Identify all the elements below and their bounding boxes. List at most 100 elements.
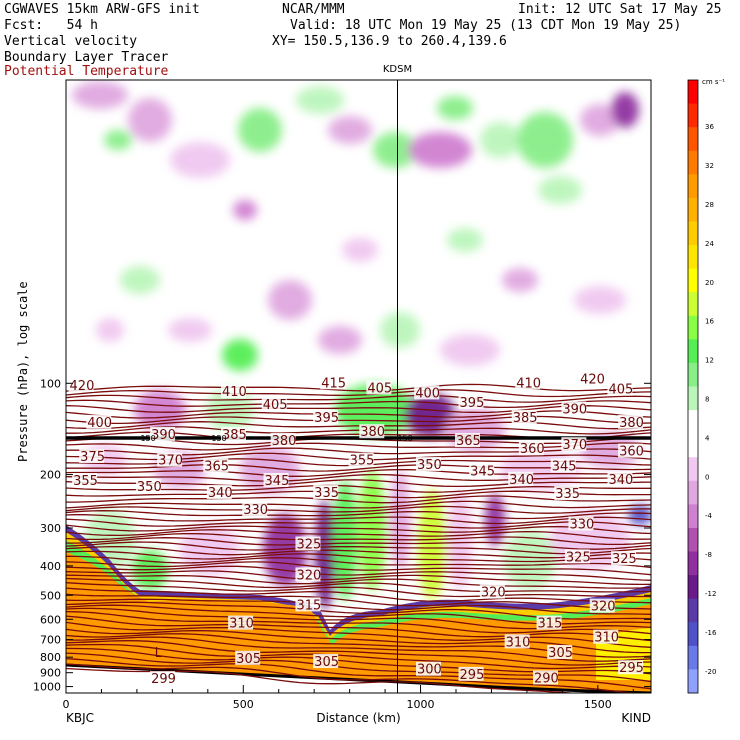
- isentrope: [66, 593, 651, 610]
- isentrope-label: 370: [158, 454, 183, 469]
- colorbar-swatch: [688, 80, 698, 105]
- isentrope: [66, 415, 651, 425]
- colorbar-label: -8: [705, 551, 712, 559]
- colorbar-label: -12: [705, 590, 716, 598]
- y-tick-label: 800: [40, 651, 61, 664]
- y-tick-label: 500: [40, 589, 61, 602]
- isentrope-label: 315: [296, 598, 321, 613]
- isentrope: [66, 514, 651, 525]
- colorbar-frame: [687, 79, 699, 694]
- x-axis-label: Distance (km): [316, 711, 400, 725]
- isentrope-label: 305: [236, 652, 261, 667]
- header-line2-left: Fcst: 54 h: [4, 18, 98, 33]
- isentrope-label: 385: [222, 428, 247, 443]
- colorbar-label: 32: [705, 162, 714, 170]
- isentrope-label: 400: [415, 386, 440, 401]
- isentrope-label: 400: [87, 416, 112, 431]
- isentrope-label: 295: [460, 668, 485, 683]
- colorbar-label: 24: [705, 240, 714, 248]
- isentrope: [66, 615, 651, 642]
- header-line2-right: Valid: 18 UTC Mon 19 May 25 (13 CDT Mon …: [290, 18, 682, 33]
- isentrope-label: 380: [272, 434, 297, 449]
- y-tick-label: 700: [40, 634, 61, 647]
- isentrope: [66, 505, 651, 514]
- isentrope: [66, 561, 651, 576]
- isentrope-label: 380: [360, 425, 385, 440]
- x-endpoint-right: KIND: [621, 711, 651, 725]
- colorbar-swatch: [688, 245, 698, 270]
- isentrope-label: 420: [580, 372, 605, 387]
- isentrope-label: 330: [569, 517, 594, 532]
- colorbar-label: 4: [705, 434, 710, 442]
- isentrope-label: 360: [619, 445, 644, 460]
- isentrope-label: 390: [151, 428, 176, 443]
- isentrope-label: 315: [538, 617, 563, 632]
- isentrope-label: 375: [80, 450, 105, 465]
- colorbar-swatch: [688, 103, 698, 128]
- isentrope-label: 310: [594, 631, 619, 646]
- isentrope-label: 295: [619, 661, 644, 676]
- isentrope-label: 365: [204, 459, 229, 474]
- station-marker-label: KDSM: [383, 64, 412, 75]
- colorbar-label: 16: [705, 318, 714, 326]
- isentrope-label: 300: [417, 663, 442, 678]
- header-line3-right: XY= 150.5,136.9 to 260.4,139.6: [272, 34, 507, 49]
- isentrope-label: 390: [562, 402, 587, 417]
- isentrope-label: 325: [566, 550, 591, 565]
- isentrope: [66, 529, 651, 540]
- isentrope-label: 395: [314, 411, 339, 426]
- isentrope-label: 310: [229, 617, 254, 632]
- isentrope-label: 405: [367, 381, 392, 396]
- isentrope: [66, 510, 651, 520]
- isentrope-label: 345: [265, 474, 290, 489]
- colorbar-label: 8: [705, 395, 709, 403]
- isentrope-label: 415: [321, 376, 346, 391]
- isentrope-label: 340: [608, 473, 633, 488]
- low-marker: L: [155, 646, 163, 661]
- colorbar-swatch: [688, 362, 698, 387]
- isentrope: [66, 479, 651, 488]
- x-tick-label: 1000: [407, 698, 435, 711]
- colorbar-swatch: [688, 221, 698, 246]
- isentrope-label: 420: [70, 379, 95, 394]
- colorbar-label: 12: [705, 357, 714, 365]
- isentrope-label: 410: [222, 385, 247, 400]
- isentrope: [66, 518, 651, 529]
- isentrope: [66, 582, 651, 598]
- isentrope-label: 410: [516, 376, 541, 391]
- x-tick-label: 0: [63, 698, 70, 711]
- isentrope-label: 325: [612, 552, 637, 567]
- isentrope-label: 335: [314, 486, 339, 501]
- isentrope: [66, 524, 651, 535]
- isentrope-label: 345: [470, 464, 495, 479]
- isentrope: [66, 565, 651, 581]
- colorbar-swatch: [688, 339, 698, 364]
- colorbar-label: 36: [705, 123, 714, 131]
- header-line1-right: Init: 12 UTC Sat 17 May 25: [518, 2, 722, 17]
- isentrope-label: 365: [456, 434, 481, 449]
- colorbar-swatch: [688, 645, 698, 670]
- colorbar-swatch: [688, 575, 698, 600]
- isentrope: [66, 468, 651, 477]
- isentrope-label: 355: [73, 474, 98, 489]
- isentrope: [66, 394, 651, 403]
- isentrope: [66, 399, 651, 409]
- colorbar-swatch: [688, 457, 698, 482]
- isentrope: [66, 410, 651, 419]
- isentrope-label: 330: [243, 503, 268, 518]
- isentrope-label: 350: [417, 458, 442, 473]
- x-endpoint-left: KBJC: [66, 711, 94, 725]
- y-tick-label: 300: [40, 522, 61, 535]
- colorbar-swatch: [688, 386, 698, 411]
- isentrope: [66, 574, 651, 589]
- isentrope-label: 340: [509, 473, 534, 488]
- isentrope: [66, 421, 651, 430]
- colorbar-swatch: [688, 669, 698, 694]
- isentrope: [66, 545, 651, 559]
- isentrope-label: 320: [481, 586, 506, 601]
- isentrope: [66, 473, 651, 482]
- colorbar-swatch: [688, 315, 698, 340]
- isentrope-label: 395: [460, 396, 485, 411]
- tracer-mark: 150: [140, 434, 155, 443]
